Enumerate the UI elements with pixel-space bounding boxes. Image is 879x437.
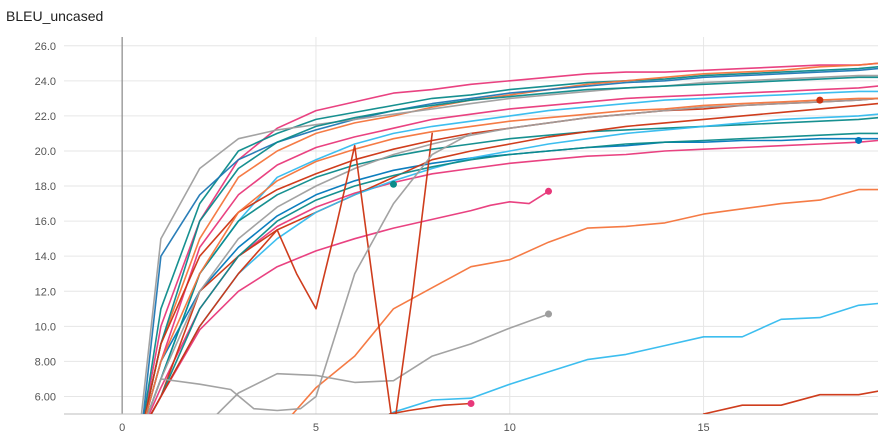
y-tick-label: 16.0 (35, 216, 56, 228)
series-end-marker (545, 310, 553, 318)
series-line (143, 62, 878, 414)
series-end-marker (545, 187, 553, 195)
series-line (147, 116, 878, 414)
series-line (150, 190, 550, 414)
series-line (147, 90, 878, 414)
y-tick-label: 18.0 (35, 181, 56, 193)
series-line (140, 74, 878, 414)
y-tick-label: 24.0 (35, 76, 56, 88)
series-line (145, 97, 878, 414)
y-tick-label: 8.00 (35, 356, 56, 368)
series-end-marker (389, 180, 397, 188)
series-line (150, 132, 433, 414)
series-line (143, 66, 878, 414)
series-line (150, 102, 878, 414)
y-tick-label: 20.0 (35, 146, 56, 158)
series-line (147, 97, 878, 414)
x-tick-label: 0 (119, 422, 125, 434)
series-line (388, 302, 878, 414)
series-line (145, 85, 878, 414)
y-tick-label: 26.0 (35, 41, 56, 53)
y-tick-label: 12.0 (35, 286, 56, 298)
series-line (148, 139, 878, 414)
series-line (388, 402, 472, 414)
series-line (150, 113, 878, 414)
series-end-marker (855, 136, 863, 144)
series-end-marker (816, 96, 824, 104)
x-tick-label: 5 (313, 422, 319, 434)
x-tick-label: 15 (697, 422, 709, 434)
series-line (142, 67, 878, 414)
y-tick-label: 14.0 (35, 251, 56, 263)
series-line (216, 313, 550, 414)
chart-title: BLEU_uncased (6, 8, 104, 24)
series-line (147, 132, 472, 414)
series-line (291, 188, 878, 414)
series-line (702, 390, 878, 414)
series-line (150, 132, 878, 414)
y-tick-label: 6.00 (35, 391, 56, 403)
series-end-marker (467, 399, 475, 407)
series-line (144, 76, 878, 414)
series-line (144, 62, 878, 414)
y-tick-label: 10.0 (35, 321, 56, 333)
series-group (140, 62, 878, 414)
y-tick-label: 22.0 (35, 111, 56, 123)
x-tick-label: 10 (504, 422, 516, 434)
